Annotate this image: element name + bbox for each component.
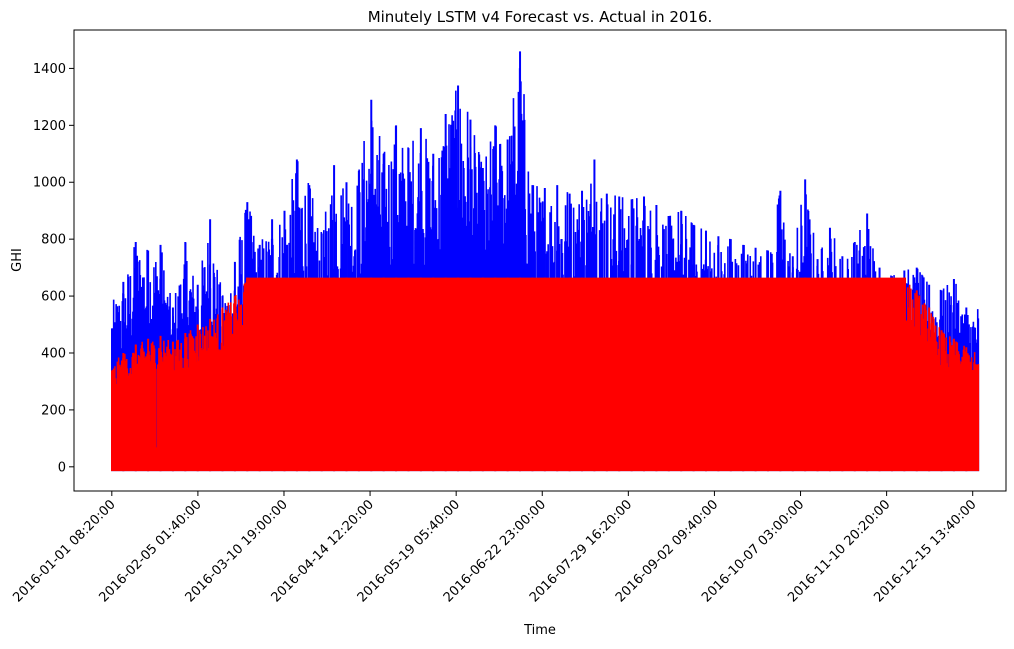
y-tick-label: 0: [58, 460, 66, 475]
y-tick-label: 800: [41, 233, 66, 248]
x-axis-label: Time: [523, 623, 556, 638]
y-axis: 0 200 400 600 800 1000 1200 1400: [33, 62, 74, 475]
axes-frame: [73, 29, 1007, 492]
y-tick-label: 1400: [33, 62, 66, 77]
y-axis-label: GHI: [10, 248, 25, 272]
series-forecast: [111, 277, 980, 472]
y-tick-label: 1200: [33, 119, 66, 134]
chart-title: Minutely LSTM v4 Forecast vs. Actual in …: [368, 8, 713, 26]
y-tick-label: 1000: [33, 176, 66, 191]
y-tick-label: 200: [41, 403, 66, 418]
y-tick-label: 400: [41, 346, 66, 361]
forecast-peaks: [122, 277, 968, 472]
y-tick-label: 600: [41, 290, 66, 305]
